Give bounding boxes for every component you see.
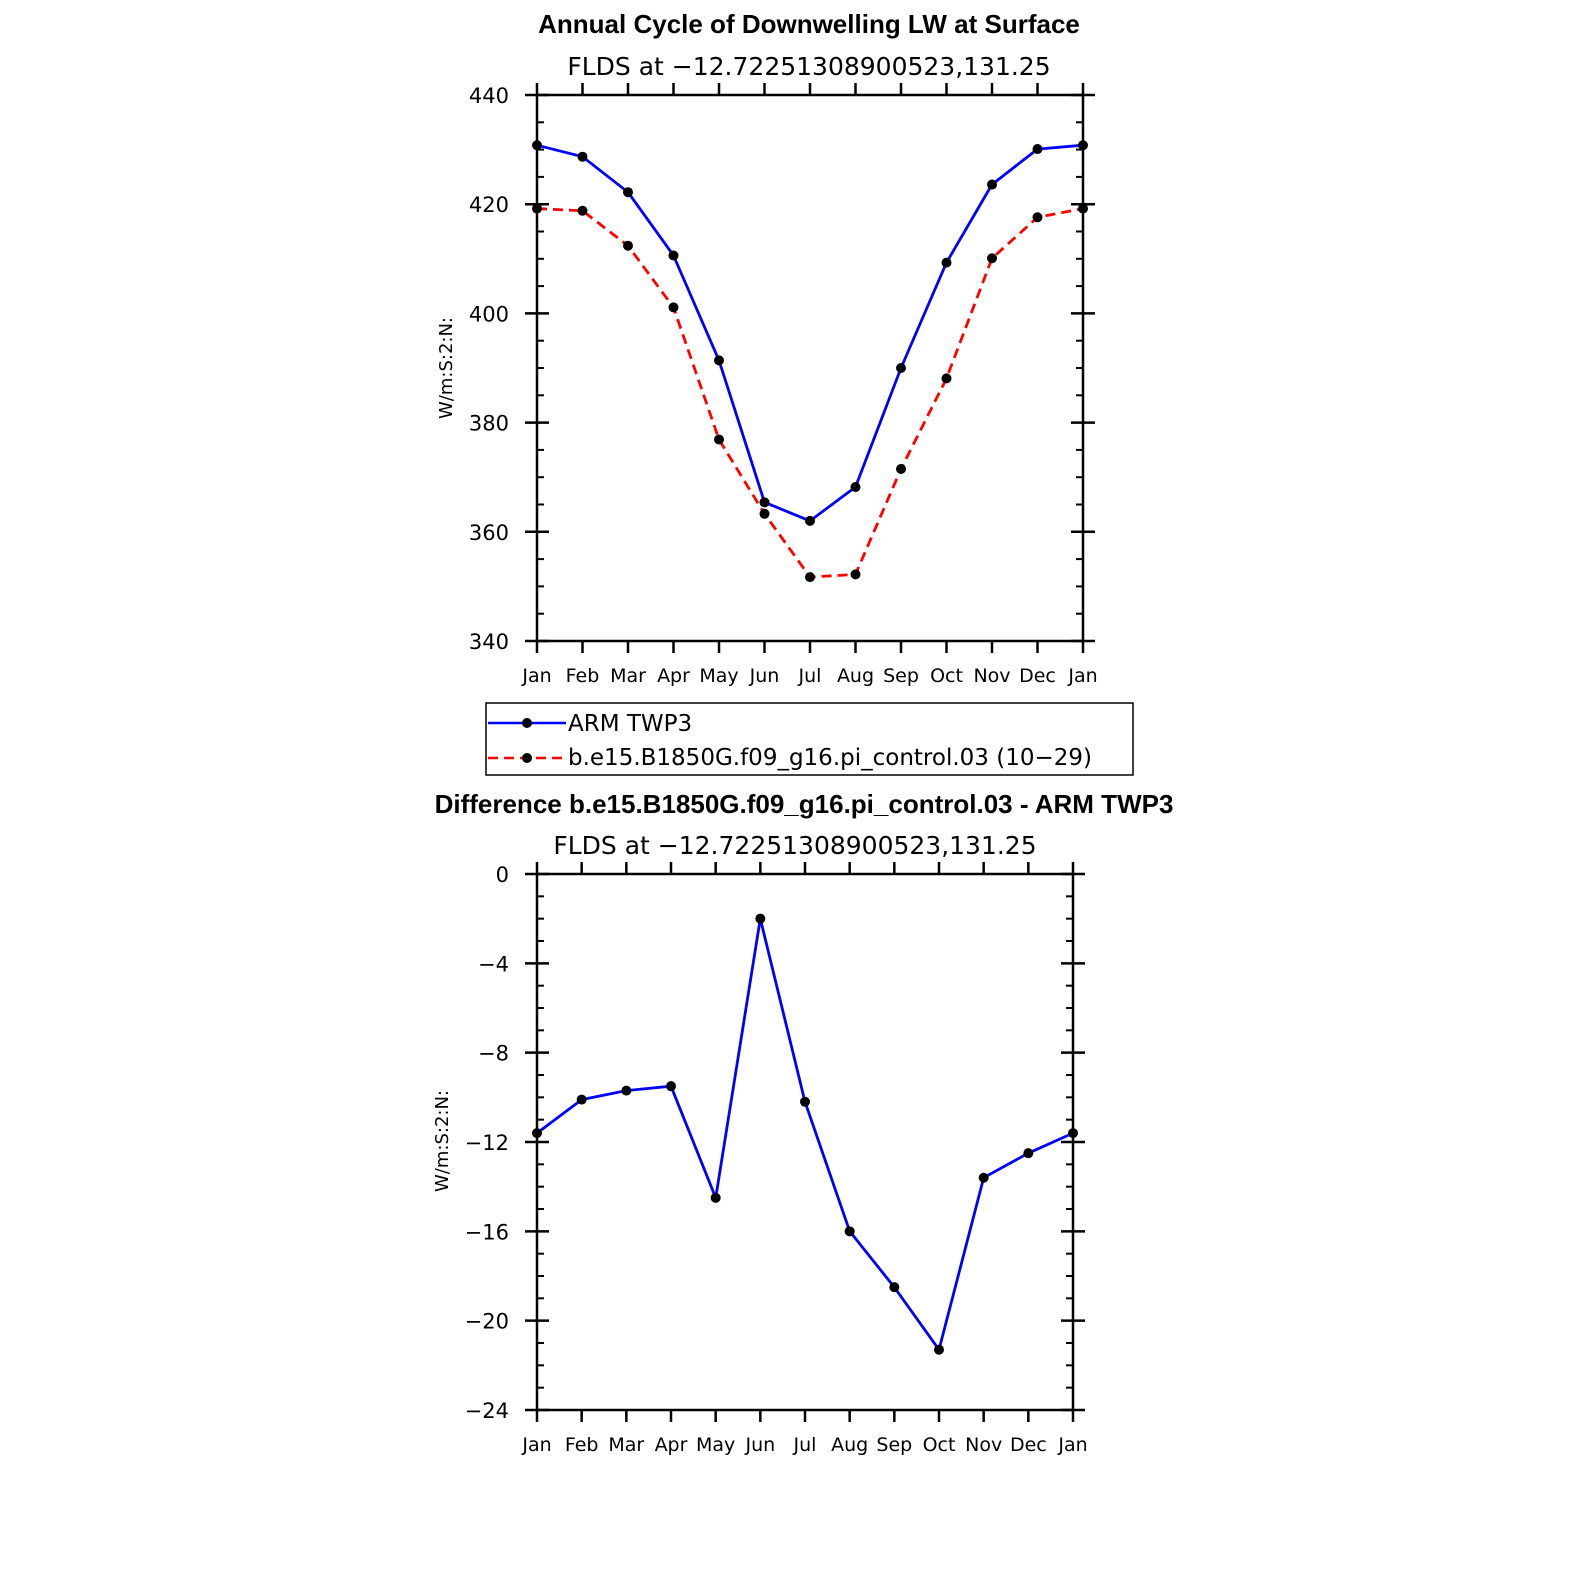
- bottom-series-0-point: [978, 1172, 989, 1183]
- bottom-xtick-label: Feb: [565, 1434, 599, 1456]
- top-series-1-point: [532, 203, 542, 214]
- bottom-chart: Difference b.e15.B1850G.f09_g16.pi_contr…: [432, 789, 1173, 1456]
- bottom-ytick-label: −20: [465, 1310, 509, 1334]
- bottom-ytick-label: −8: [478, 1042, 509, 1066]
- top-series-1-point: [668, 302, 679, 313]
- top-chart-subtitle: FLDS at −12.72251308900523,131.25: [567, 52, 1050, 81]
- top-series-1-point: [850, 569, 861, 580]
- legend-label-model: b.e15.B1850G.f09_g16.pi_control.03 (10−2…: [568, 745, 1092, 771]
- bottom-ytick-label: −4: [478, 952, 509, 976]
- bottom-ytick-label: −24: [465, 1399, 509, 1423]
- top-xtick-label: Oct: [930, 665, 963, 687]
- top-series-line-0: [536, 143, 1084, 523]
- top-xtick-label: Mar: [610, 665, 646, 687]
- legend-label-arm: ARM TWP3: [568, 711, 692, 737]
- top-series-0-point: [623, 187, 633, 198]
- top-xtick-label: Jan: [521, 665, 551, 687]
- bottom-series-line-0: [536, 917, 1074, 1352]
- bottom-chart-ylabel: W/m:S:2:N:: [432, 1090, 453, 1192]
- bottom-series-0-point: [1068, 1128, 1078, 1139]
- top-series-0-point: [941, 257, 952, 268]
- top-chart-title: Annual Cycle of Downwelling LW at Surfac…: [538, 9, 1080, 39]
- top-ytick-label: 340: [469, 630, 509, 654]
- bottom-ytick-label: −16: [465, 1220, 509, 1244]
- bottom-xtick-label: Jan: [521, 1434, 551, 1456]
- top-xtick-label: Jun: [749, 665, 780, 687]
- top-ytick-label: 360: [469, 521, 509, 545]
- top-series-1-point: [805, 572, 815, 583]
- top-series-0-point: [714, 355, 724, 366]
- bottom-series-0-point: [755, 913, 766, 924]
- top-chart: Annual Cycle of Downwelling LW at Surfac…: [436, 9, 1134, 776]
- top-xtick-label: Nov: [973, 665, 1010, 687]
- top-xtick-label: Feb: [566, 665, 600, 687]
- top-series-0-point: [850, 482, 861, 493]
- bottom-xtick-label: Jan: [1057, 1434, 1087, 1456]
- bottom-series-0-point: [710, 1192, 721, 1203]
- bottom-series-0-point: [621, 1085, 632, 1096]
- top-ytick-label: 400: [469, 302, 509, 326]
- bottom-xtick-label: Apr: [655, 1434, 688, 1456]
- top-xtick-label: Jul: [798, 665, 822, 687]
- bottom-chart-title: Difference b.e15.B1850G.f09_g16.pi_contr…: [435, 789, 1174, 819]
- bottom-plot-frame: [535, 872, 1075, 1412]
- bottom-xtick-label: Oct: [923, 1434, 956, 1456]
- top-xtick-label: Apr: [657, 665, 690, 687]
- top-series-1-point: [1032, 212, 1043, 223]
- top-series-0-point: [668, 250, 679, 261]
- bottom-xtick-label: Dec: [1010, 1434, 1047, 1456]
- bottom-series-0-point: [532, 1128, 542, 1139]
- top-series-0-point: [759, 497, 770, 508]
- top-chart-ylabel: W/m:S:2:N:: [436, 317, 457, 419]
- top-series-1-point: [623, 240, 633, 251]
- top-chart-legend: ARM TWP3 b.e15.B1850G.f09_g16.pi_control…: [485, 702, 1134, 776]
- top-series-1-point: [1078, 203, 1088, 214]
- bottom-series-0-point: [666, 1081, 676, 1092]
- top-series-0-point: [987, 179, 997, 190]
- top-series-0-point: [1078, 140, 1088, 151]
- top-series-0-point: [1032, 144, 1043, 155]
- top-series-0-point: [805, 515, 815, 526]
- bottom-chart-subtitle: FLDS at −12.72251308900523,131.25: [553, 831, 1036, 860]
- bottom-xtick-label: Nov: [965, 1434, 1002, 1456]
- legend-box: [485, 702, 1134, 776]
- top-series-1-point: [987, 253, 997, 264]
- bottom-ytick-label: 0: [496, 863, 509, 887]
- bottom-series-0-point: [889, 1282, 900, 1293]
- bottom-xtick-label: Sep: [876, 1434, 912, 1456]
- top-ytick-label: 380: [469, 412, 509, 436]
- top-series-1-point: [941, 373, 952, 384]
- bottom-series-0-point: [844, 1226, 855, 1237]
- top-xtick-label: Sep: [883, 665, 919, 687]
- bottom-series-0-point: [934, 1344, 944, 1355]
- bottom-xtick-label: May: [696, 1434, 735, 1456]
- bottom-xtick-label: Jul: [793, 1434, 817, 1456]
- top-series-1-point: [577, 205, 588, 216]
- top-xtick-label: May: [699, 665, 738, 687]
- top-series-0-point: [532, 140, 542, 151]
- top-ytick-label: 420: [469, 193, 509, 217]
- top-xtick-label: Dec: [1019, 665, 1056, 687]
- top-series-1-point: [714, 434, 724, 445]
- top-ytick-label: 440: [469, 84, 509, 108]
- bottom-ytick-label: −12: [465, 1131, 509, 1155]
- top-xtick-label: Jan: [1067, 665, 1097, 687]
- top-series-0-point: [896, 363, 906, 373]
- top-series-0-point: [577, 151, 588, 162]
- legend-marker-model: [522, 753, 532, 763]
- bottom-xtick-label: Aug: [831, 1434, 868, 1456]
- legend-marker-arm: [522, 718, 532, 728]
- bottom-series-0-point: [576, 1094, 587, 1105]
- top-series-1-point: [896, 464, 906, 475]
- bottom-series-0-point: [800, 1096, 810, 1107]
- bottom-xtick-label: Jun: [744, 1434, 775, 1456]
- bottom-series-0-point: [1023, 1148, 1034, 1159]
- bottom-xtick-label: Mar: [608, 1434, 644, 1456]
- top-xtick-label: Aug: [837, 665, 874, 687]
- top-series-1-point: [759, 508, 770, 519]
